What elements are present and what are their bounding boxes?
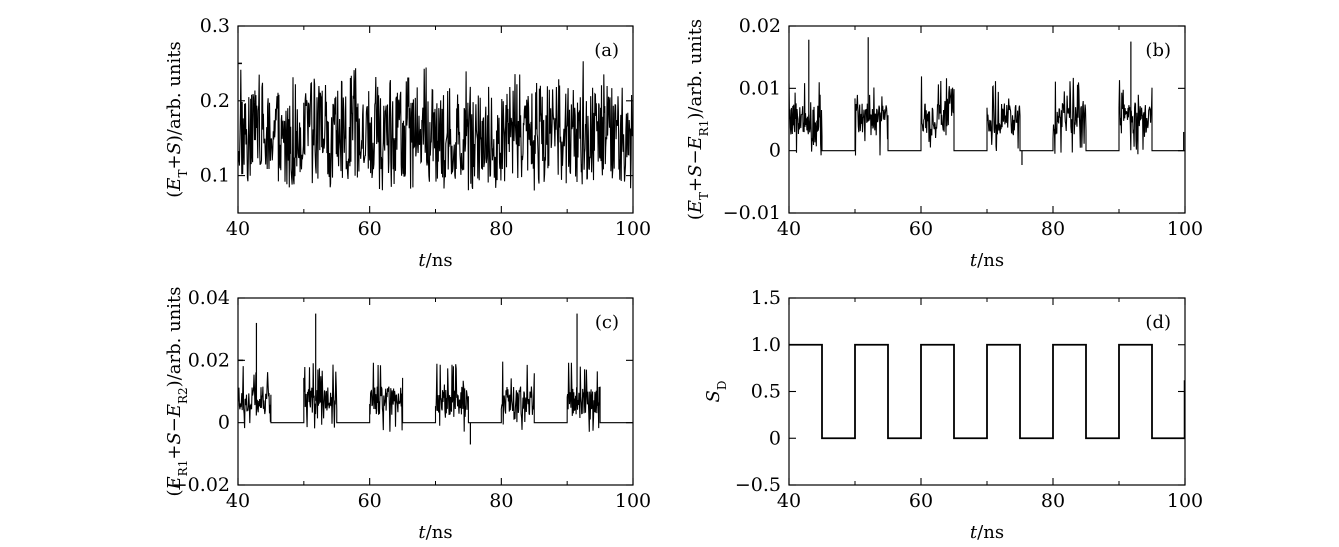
x-tick-label: 60 — [358, 490, 382, 512]
x-tick-label: 40 — [226, 218, 250, 240]
y-axis-title: (ER1+S−ER2)/arb. units — [164, 287, 190, 497]
y-tick-label: 1.5 — [751, 287, 781, 309]
x-tick-label: 40 — [777, 218, 801, 240]
panel-c: 40 60 80 100 −0.02 0 0.02 0.04 (c) t/ns (ER1+S−ER2… — [164, 287, 651, 544]
x-tick-label: 100 — [1167, 218, 1203, 240]
panel-b: 40 60 80 100 −0.01 0 0.01 0.02 (b) t/ns (ET+S−ER1)… — [685, 15, 1203, 271]
y-tick-label: −0.5 — [735, 474, 781, 496]
y-tick-label: 0 — [218, 412, 230, 434]
trace-group-c — [238, 313, 633, 445]
y-tick-label: 1.0 — [751, 334, 781, 356]
x-axis-title: t/ns — [418, 250, 452, 271]
trace-group-d — [789, 343, 1185, 440]
panel-tag: (b) — [1145, 40, 1171, 61]
y-axis-title: (ET+S−ER1)/arb. units — [685, 19, 711, 220]
x-tick-label: 80 — [1041, 490, 1065, 512]
y-tick-label: 0.01 — [739, 77, 781, 99]
y-tick-label: −0.02 — [172, 474, 230, 496]
y-tick-label: 0.5 — [751, 381, 781, 403]
x-tick-label: 80 — [1041, 218, 1065, 240]
y-tick-label: 0.02 — [739, 15, 781, 37]
y-tick-label: 0.02 — [188, 349, 230, 371]
panel-tag: (d) — [1145, 312, 1171, 333]
y-axis-title: (ET+S)/arb. units — [164, 41, 190, 197]
y-tick-label: 0.3 — [200, 15, 230, 37]
trace-group-b — [789, 37, 1185, 166]
series-line — [789, 76, 1185, 156]
panel-d: 40 60 80 100 −0.5 0 0.5 1.0 1.5 (d) t/ns SD — [703, 287, 1203, 543]
x-axis-title: t/ns — [970, 522, 1004, 543]
series-line — [789, 343, 1185, 440]
y-tick-label: 0 — [769, 140, 781, 162]
x-tick-label: 100 — [615, 218, 651, 240]
x-axis-title: t/ns — [418, 522, 452, 543]
x-tick-label: 60 — [909, 218, 933, 240]
plot-frame — [237, 297, 634, 486]
x-tick-label: 40 — [226, 490, 250, 512]
x-tick-label: 40 — [777, 490, 801, 512]
x-axis-title: t/ns — [970, 250, 1004, 271]
panel-a: 40 60 80 100 0.1 0.2 0.3 (a) t/ns (ET+S)/arb. uni… — [164, 15, 651, 271]
x-tick-label: 60 — [909, 490, 933, 512]
series-line — [238, 61, 633, 191]
panel-tag: (c) — [595, 312, 619, 333]
x-tick-label: 60 — [358, 218, 382, 240]
y-tick-label: −0.01 — [723, 202, 781, 224]
trace-group-a — [238, 61, 633, 191]
y-tick-label: 0.04 — [188, 287, 230, 309]
y-axis-title: SD — [703, 381, 729, 403]
series-line — [238, 361, 633, 432]
x-tick-label: 100 — [1167, 490, 1203, 512]
x-tick-label: 100 — [615, 490, 651, 512]
y-tick-label: 0.2 — [200, 90, 230, 112]
x-tick-label: 80 — [489, 490, 513, 512]
y-tick-label: 0 — [769, 427, 781, 449]
y-tick-label: 0.1 — [200, 165, 230, 187]
x-tick-label: 80 — [489, 218, 513, 240]
panel-tag: (a) — [594, 40, 619, 61]
